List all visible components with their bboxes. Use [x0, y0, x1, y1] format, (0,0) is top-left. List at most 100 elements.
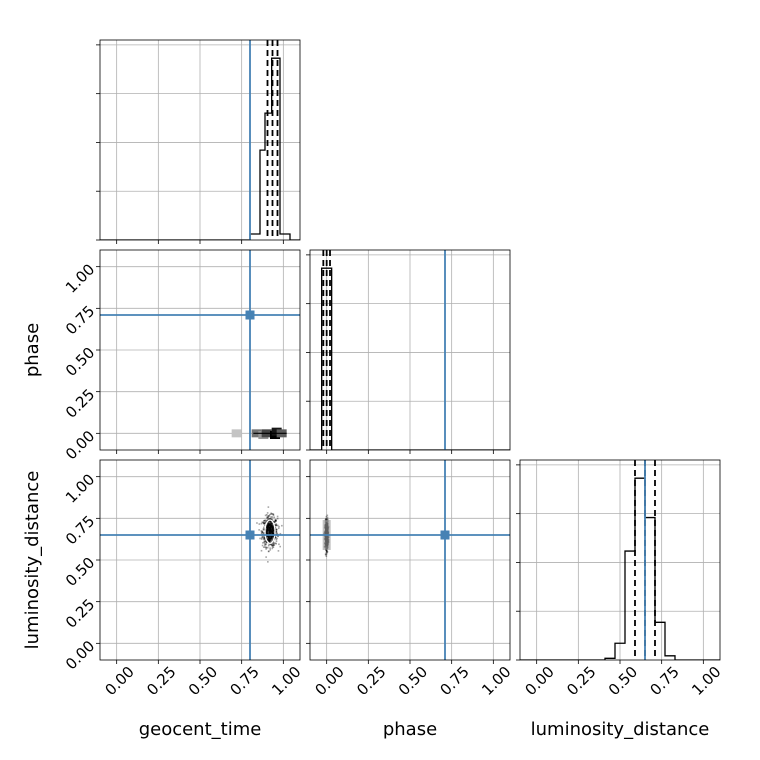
sample-point	[268, 526, 271, 528]
sample-point	[268, 518, 271, 520]
sample-point	[273, 527, 275, 530]
sample-point	[271, 522, 274, 525]
sample-point	[267, 525, 270, 528]
x-tick-label: 1.00	[478, 663, 514, 699]
sample-point	[263, 522, 266, 525]
sample-point	[270, 529, 272, 531]
sample-point	[268, 515, 270, 517]
sample-point	[275, 540, 278, 543]
sample-point	[267, 544, 270, 547]
sample-point	[269, 521, 271, 524]
sample-point	[276, 517, 279, 520]
sample-point	[269, 530, 272, 533]
sample-point	[270, 520, 273, 523]
sample-point	[270, 535, 272, 537]
panel-content	[100, 250, 300, 450]
sample-point	[270, 521, 272, 524]
sample-point	[275, 530, 277, 533]
sample-point	[273, 542, 276, 545]
sample-point	[268, 517, 271, 520]
sample-point	[265, 532, 268, 534]
sample-point	[270, 543, 272, 546]
sample-point	[269, 526, 271, 529]
sample-point	[267, 506, 270, 508]
sample-point	[270, 530, 273, 533]
sample-point	[267, 539, 270, 541]
sample-point	[265, 529, 267, 532]
sample-point	[269, 520, 272, 522]
sample-point	[272, 536, 275, 538]
sample-point	[269, 526, 271, 528]
sample-point	[271, 512, 274, 515]
sample-point	[268, 540, 270, 542]
sample-point	[266, 541, 268, 543]
sample-point	[271, 528, 273, 531]
sample-point	[266, 535, 268, 537]
sample-point	[265, 528, 268, 530]
sample-point	[268, 540, 270, 543]
sample-point	[326, 550, 328, 553]
sample-point	[268, 531, 270, 533]
sample-point	[271, 537, 273, 540]
sample-point	[274, 536, 277, 539]
sample-point	[272, 526, 275, 529]
sample-point	[261, 521, 264, 524]
sample-point	[326, 518, 328, 521]
sample-point	[277, 535, 279, 538]
sample-point	[271, 544, 274, 546]
sample-point	[270, 526, 273, 529]
sample-point	[268, 529, 270, 532]
sample-point	[269, 523, 272, 525]
sample-point	[269, 540, 271, 542]
sample-point	[269, 530, 271, 533]
sample-point	[264, 522, 266, 524]
sample-point	[268, 550, 270, 553]
sample-point	[272, 535, 275, 538]
truth-marker	[245, 530, 255, 540]
sample-point	[269, 527, 272, 530]
sample-point	[263, 537, 266, 539]
x-tick-label: 0.25	[143, 663, 179, 699]
sample-point	[268, 527, 271, 530]
sample-point	[268, 528, 271, 531]
sample-point	[270, 543, 273, 546]
sample-point	[259, 537, 261, 540]
sample-point	[269, 527, 271, 530]
sample-point	[263, 524, 266, 527]
sample-point	[325, 550, 328, 552]
sample-point	[270, 535, 272, 538]
sample-point	[272, 514, 275, 517]
x-tick-label: 0.00	[102, 663, 138, 699]
sample-point	[267, 516, 269, 519]
sample-point	[267, 515, 270, 518]
sample-point	[272, 536, 274, 539]
sample-point	[271, 546, 274, 548]
panel-geocent_time-vs-geocent_time	[96, 39, 301, 244]
sample-point	[263, 540, 266, 543]
sample-point	[269, 527, 272, 530]
sample-point	[267, 527, 270, 530]
sample-point	[265, 536, 268, 539]
sample-point	[265, 520, 268, 523]
sample-point	[264, 522, 266, 524]
sample-point	[267, 527, 269, 529]
sample-point	[268, 524, 271, 527]
sample-point	[267, 528, 270, 531]
x-tick-label: 0.75	[227, 663, 263, 699]
panel-luminosity_distance-vs-geocent_time: 0.00 0.25 0.50 0.75 1.00geocent_time0.000.25…	[22, 459, 305, 740]
sample-point	[269, 526, 272, 529]
sample-point	[268, 536, 271, 539]
sample-point	[263, 532, 265, 535]
y-tick-label: 0.75	[62, 302, 98, 338]
panel-content	[520, 460, 720, 660]
sample-point	[272, 513, 275, 516]
sample-point	[279, 545, 282, 548]
sample-point	[266, 516, 269, 519]
sample-point	[268, 529, 271, 532]
sample-point	[266, 516, 268, 518]
sample-point	[270, 538, 273, 540]
x-tick-label: 0.25	[353, 663, 389, 699]
sample-point	[272, 526, 275, 528]
sample-point	[272, 535, 275, 537]
